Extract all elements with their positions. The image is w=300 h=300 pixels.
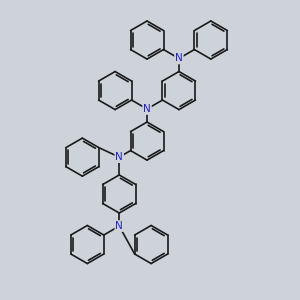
Text: N: N [175, 53, 183, 64]
Text: N: N [116, 221, 123, 231]
Text: N: N [116, 152, 123, 162]
Text: N: N [143, 104, 151, 114]
